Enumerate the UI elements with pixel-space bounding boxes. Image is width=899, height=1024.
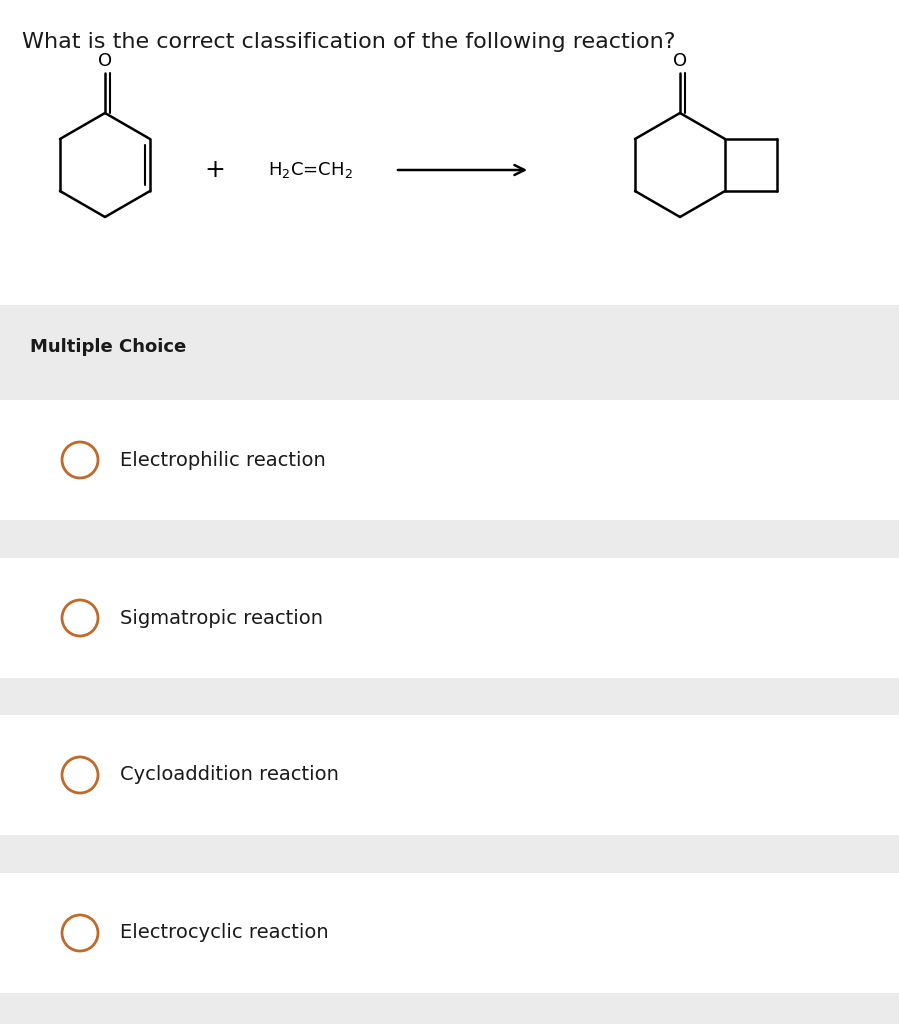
Text: H$_2$C=CH$_2$: H$_2$C=CH$_2$ bbox=[268, 160, 352, 180]
Text: Sigmatropic reaction: Sigmatropic reaction bbox=[120, 608, 323, 628]
Text: +: + bbox=[205, 158, 226, 182]
Text: O: O bbox=[98, 52, 112, 70]
Bar bbox=[0, 305, 899, 1024]
Text: O: O bbox=[673, 52, 687, 70]
Bar bbox=[0, 558, 899, 678]
Text: Electrocyclic reaction: Electrocyclic reaction bbox=[120, 924, 329, 942]
Bar bbox=[0, 873, 899, 993]
Text: Electrophilic reaction: Electrophilic reaction bbox=[120, 451, 325, 469]
Bar bbox=[0, 715, 899, 835]
Text: Multiple Choice: Multiple Choice bbox=[30, 338, 186, 356]
Bar bbox=[0, 400, 899, 520]
Text: What is the correct classification of the following reaction?: What is the correct classification of th… bbox=[22, 32, 675, 52]
Text: Cycloaddition reaction: Cycloaddition reaction bbox=[120, 766, 339, 784]
